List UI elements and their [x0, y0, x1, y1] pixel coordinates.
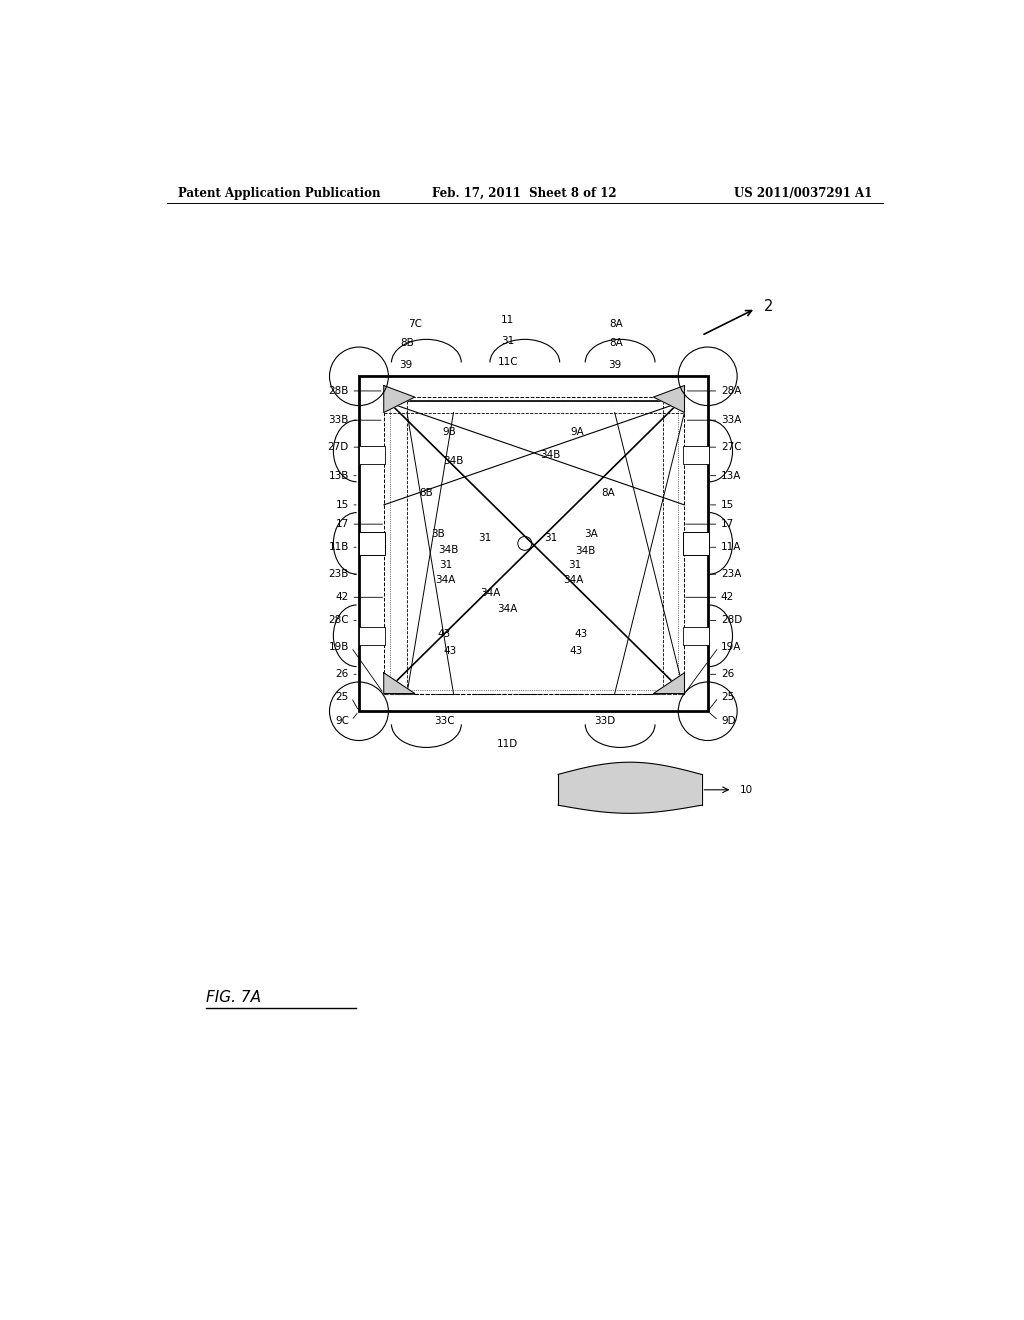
Text: 11C: 11C [498, 358, 518, 367]
Text: 33B: 33B [329, 416, 349, 425]
Text: 33C: 33C [434, 715, 455, 726]
Text: 25: 25 [336, 693, 349, 702]
Text: 11: 11 [501, 315, 514, 325]
Text: Feb. 17, 2011  Sheet 8 of 12: Feb. 17, 2011 Sheet 8 of 12 [432, 186, 617, 199]
Text: 26: 26 [721, 669, 734, 680]
Text: 28A: 28A [721, 385, 741, 396]
Text: 7C: 7C [408, 319, 422, 329]
Text: 8A: 8A [602, 488, 615, 499]
Polygon shape [384, 385, 415, 412]
Text: 13A: 13A [721, 471, 741, 480]
Text: 33D: 33D [594, 715, 615, 726]
Text: 39: 39 [608, 360, 622, 370]
Text: 43: 43 [437, 630, 451, 639]
Text: 2: 2 [764, 300, 773, 314]
Text: 27C: 27C [721, 442, 741, 453]
Text: 19B: 19B [329, 643, 349, 652]
Text: 25: 25 [721, 693, 734, 702]
Text: 23B: 23B [329, 569, 349, 579]
Bar [683, 532, 710, 554]
Bar [390, 401, 678, 689]
Text: 42: 42 [336, 593, 349, 602]
Text: US 2011/0037291 A1: US 2011/0037291 A1 [734, 186, 872, 199]
Text: 9B: 9B [442, 426, 457, 437]
Text: 34B: 34B [443, 455, 464, 466]
Text: 31: 31 [478, 533, 492, 543]
Text: 11B: 11B [329, 543, 349, 552]
Text: 9A: 9A [570, 426, 585, 437]
Text: 15: 15 [336, 500, 349, 510]
Text: 15: 15 [721, 500, 734, 510]
Text: 34A: 34A [480, 589, 501, 598]
Text: 8B: 8B [420, 488, 433, 499]
Text: 27D: 27D [328, 442, 349, 453]
Bar [359, 627, 385, 645]
Polygon shape [653, 673, 684, 693]
Text: 26: 26 [336, 669, 349, 680]
Text: 28B: 28B [329, 385, 349, 396]
Text: 17: 17 [336, 519, 349, 529]
Text: 23A: 23A [721, 569, 741, 579]
Text: 34A: 34A [498, 603, 518, 614]
Text: 42: 42 [721, 593, 734, 602]
Text: 8A: 8A [609, 319, 624, 329]
Text: 31: 31 [439, 560, 453, 570]
Text: 11A: 11A [721, 543, 741, 552]
Text: 33A: 33A [721, 416, 741, 425]
Bar [359, 446, 385, 465]
Text: 34B: 34B [541, 450, 560, 459]
Text: 31: 31 [544, 533, 557, 543]
Text: 9C: 9C [335, 715, 349, 726]
Text: 8A: 8A [609, 338, 624, 348]
Text: 34B: 34B [575, 546, 595, 556]
Text: 34A: 34A [563, 576, 584, 585]
Text: 43: 43 [569, 647, 583, 656]
Text: 11D: 11D [497, 739, 518, 748]
Bar [683, 627, 710, 645]
Bar [384, 397, 684, 693]
Text: 39: 39 [398, 360, 412, 370]
Text: 9D: 9D [721, 715, 735, 726]
Bar [359, 532, 385, 554]
Text: 43: 43 [574, 630, 588, 639]
Text: 8B: 8B [400, 338, 414, 348]
Bar [683, 446, 710, 465]
Polygon shape [384, 673, 415, 693]
Text: Patent Application Publication: Patent Application Publication [178, 186, 381, 199]
Text: 31: 31 [501, 335, 514, 346]
Text: 34B: 34B [438, 545, 459, 554]
Text: 3A: 3A [584, 529, 598, 539]
Bar [359, 376, 708, 711]
Text: FIG. 7A: FIG. 7A [206, 990, 260, 1006]
Text: 10: 10 [740, 785, 754, 795]
Text: 17: 17 [721, 519, 734, 529]
Text: 43: 43 [443, 647, 457, 656]
Text: 13B: 13B [329, 471, 349, 480]
Text: 28C: 28C [329, 615, 349, 626]
Text: 34A: 34A [435, 576, 456, 585]
Text: 19A: 19A [721, 643, 741, 652]
Text: 3B: 3B [431, 529, 444, 539]
Polygon shape [653, 385, 684, 412]
Text: 28D: 28D [721, 615, 742, 626]
Polygon shape [558, 762, 701, 813]
Text: 31: 31 [568, 560, 582, 570]
